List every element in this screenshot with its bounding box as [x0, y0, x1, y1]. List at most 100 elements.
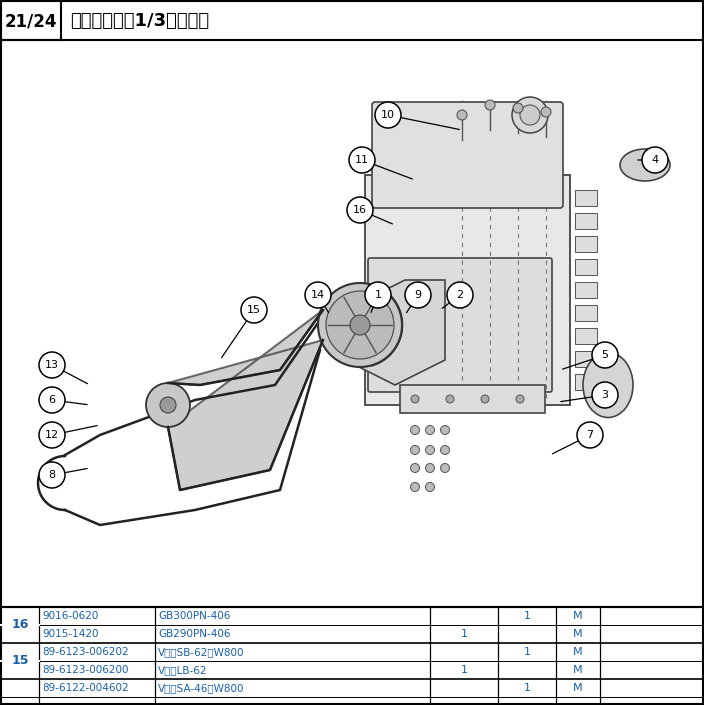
Circle shape [485, 100, 495, 110]
Circle shape [39, 462, 65, 488]
Circle shape [481, 395, 489, 403]
Text: 2: 2 [456, 290, 463, 300]
Circle shape [241, 297, 267, 323]
Circle shape [513, 103, 523, 113]
Text: 16: 16 [353, 205, 367, 215]
Text: 14: 14 [311, 290, 325, 300]
Circle shape [592, 382, 618, 408]
Circle shape [410, 463, 420, 472]
Circle shape [592, 342, 618, 368]
Circle shape [446, 395, 454, 403]
Circle shape [441, 446, 449, 455]
Circle shape [350, 315, 370, 335]
Text: 15: 15 [247, 305, 261, 315]
Text: M: M [573, 611, 583, 621]
Text: 16: 16 [11, 618, 29, 632]
Circle shape [410, 426, 420, 434]
Text: M: M [573, 665, 583, 675]
Circle shape [441, 426, 449, 434]
Circle shape [447, 282, 473, 308]
Text: 1: 1 [460, 665, 467, 675]
Circle shape [425, 482, 434, 491]
Text: GB290PN-406: GB290PN-406 [158, 629, 230, 639]
Text: エンジン部　1/3（三菱）: エンジン部 1/3（三菱） [70, 12, 209, 30]
Circle shape [441, 463, 449, 472]
Circle shape [305, 282, 331, 308]
Circle shape [39, 422, 65, 448]
Circle shape [577, 422, 603, 448]
Text: M: M [573, 683, 583, 693]
Circle shape [405, 282, 431, 308]
FancyBboxPatch shape [368, 258, 552, 392]
Circle shape [425, 463, 434, 472]
Circle shape [410, 482, 420, 491]
Text: 9: 9 [415, 290, 422, 300]
Ellipse shape [620, 149, 670, 181]
Circle shape [512, 97, 548, 133]
Bar [575, 351, 597, 367]
Text: GB300PN-406: GB300PN-406 [158, 611, 230, 621]
Text: 89-6123-006202: 89-6123-006202 [42, 647, 129, 657]
Bar [575, 328, 597, 344]
Circle shape [541, 107, 551, 117]
Circle shape [410, 446, 420, 455]
Circle shape [39, 387, 65, 413]
Text: M: M [573, 647, 583, 657]
Polygon shape [335, 280, 445, 385]
Circle shape [146, 383, 190, 427]
Text: 1: 1 [524, 647, 531, 657]
Circle shape [160, 397, 176, 413]
FancyBboxPatch shape [372, 102, 563, 208]
Text: 12: 12 [45, 430, 59, 440]
Text: 1: 1 [460, 629, 467, 639]
Text: VベルLB-62: VベルLB-62 [158, 665, 208, 675]
Bar [575, 305, 597, 321]
Bar [400, 385, 545, 413]
Text: 9016-0620: 9016-0620 [42, 611, 99, 621]
Bar [575, 190, 597, 206]
Text: 1: 1 [524, 611, 531, 621]
Text: 10: 10 [381, 110, 395, 120]
Circle shape [520, 105, 540, 125]
Text: 15: 15 [11, 654, 29, 668]
Polygon shape [168, 310, 323, 490]
Text: VベルSA-46　W800: VベルSA-46 W800 [158, 683, 244, 693]
Ellipse shape [583, 352, 633, 417]
Text: 3: 3 [601, 390, 608, 400]
FancyBboxPatch shape [365, 175, 570, 405]
Circle shape [411, 395, 419, 403]
Text: 1: 1 [375, 290, 382, 300]
Circle shape [347, 197, 373, 223]
Circle shape [375, 102, 401, 128]
Circle shape [425, 446, 434, 455]
Text: VベルSB-62　W800: VベルSB-62 W800 [158, 647, 244, 657]
Circle shape [365, 282, 391, 308]
Text: 1: 1 [524, 683, 531, 693]
Text: M: M [573, 629, 583, 639]
Bar [575, 282, 597, 298]
Circle shape [425, 426, 434, 434]
Text: 4: 4 [651, 155, 658, 165]
Text: 6: 6 [49, 395, 56, 405]
Text: 9015-1420: 9015-1420 [42, 629, 99, 639]
Text: 11: 11 [355, 155, 369, 165]
Text: 8: 8 [49, 470, 56, 480]
Text: 21/24: 21/24 [5, 12, 57, 30]
Bar [575, 374, 597, 390]
Bar [1, 607, 703, 704]
Text: 7: 7 [586, 430, 593, 440]
Circle shape [326, 291, 394, 359]
Circle shape [349, 147, 375, 173]
Text: 5: 5 [601, 350, 608, 360]
Text: 89-6122-004602: 89-6122-004602 [42, 683, 129, 693]
Circle shape [39, 352, 65, 378]
Bar [575, 259, 597, 275]
Circle shape [318, 283, 402, 367]
Text: 13: 13 [45, 360, 59, 370]
Bar [575, 236, 597, 252]
Text: 89-6123-006200: 89-6123-006200 [42, 665, 129, 675]
Circle shape [516, 395, 524, 403]
Circle shape [457, 110, 467, 120]
Circle shape [642, 147, 668, 173]
Bar [1, 1, 61, 40]
